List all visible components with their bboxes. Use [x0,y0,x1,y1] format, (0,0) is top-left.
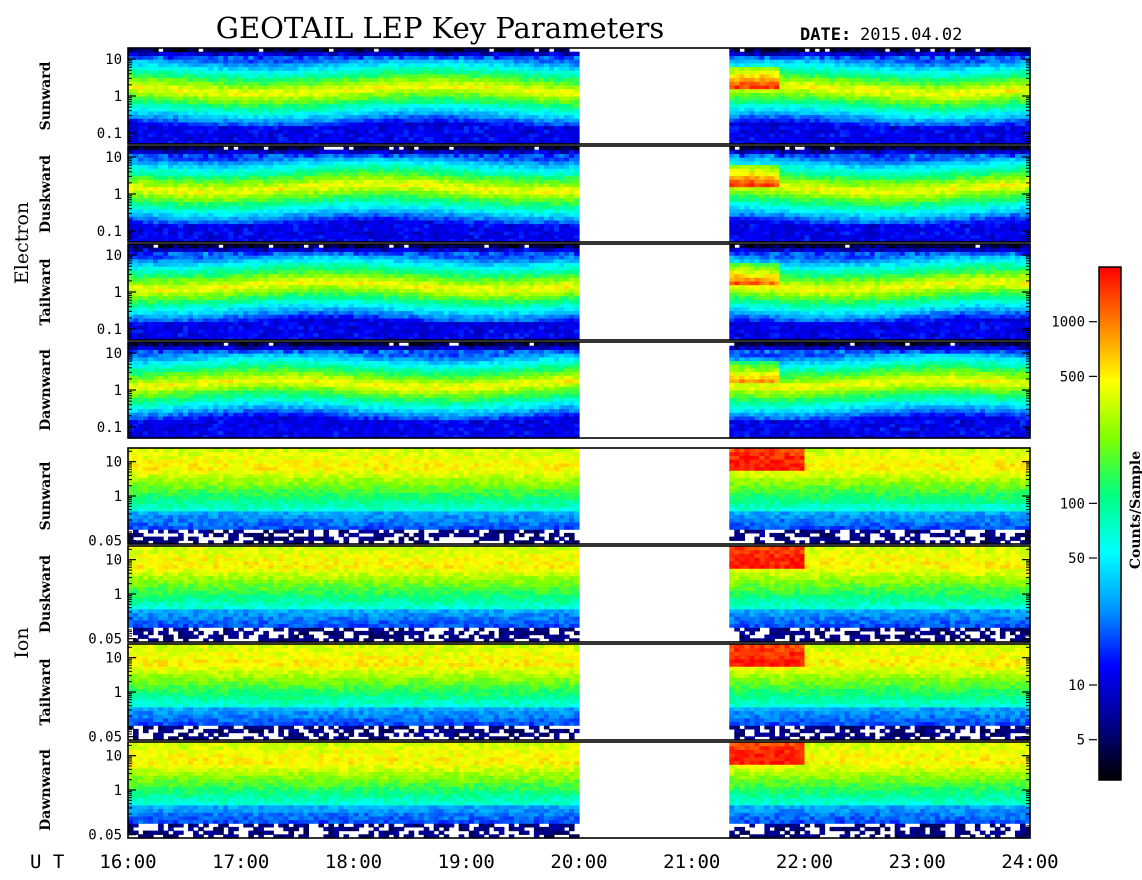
y-tick-label: 0.1 [97,126,122,142]
y-tick-label: 10 [105,248,122,264]
panel-ion-tailward: 10 1 0.05 Tailward [38,644,1031,746]
panel-label: Sunward [38,61,54,130]
y-tick-label: 10 [105,553,122,569]
x-tick-label: 18:00 [325,851,382,873]
time-axis: U T 16:00 17:00 18:00 19:00 20:00 21:00 22:00 2… [30,851,1059,873]
time-axis-prefix: U T [30,851,64,873]
y-tick-label: 0.05 [88,730,122,746]
colorbar-tick-label: 10 [1068,678,1085,694]
x-tick-label: 17:00 [212,851,269,873]
spectrogram-panels: 10 1 0.1 Sunward 10 1 0.1 Duskward 10 1 0.1 Tailwar… [38,48,1031,844]
group-label-ion: Ion [11,627,33,658]
panel-ion-dawnward: 10 1 0.05 Dawnward [38,742,1031,844]
panel-label: Duskward [38,155,54,233]
y-tick-label: 0.05 [88,828,122,844]
date-label: DATE: [800,25,851,45]
x-tick-label: 16:00 [99,851,156,873]
y-tick-label: 0.1 [97,224,122,240]
y-tick-label: 10 [105,52,122,68]
colorbar-label: Counts/Sample [1128,451,1142,569]
y-tick-label: 1 [114,685,122,701]
y-tick-label: 0.05 [88,534,122,550]
panel-electron-sunward: 10 1 0.1 Sunward [38,48,1031,145]
x-tick-label: 24:00 [1001,851,1058,873]
panel-ion-sunward: 10 1 0.05 Sunward [38,448,1031,550]
panel-label: Sunward [38,461,54,530]
panel-ion-duskward: 10 1 0.05 Duskward [38,546,1031,648]
panel-label: Dawnward [38,349,54,431]
date-value: 2015.04.02 [860,25,962,45]
x-tick-label: 23:00 [889,851,946,873]
group-label-electron: Electron [11,202,33,284]
y-tick-label: 10 [105,346,122,362]
chart-title: GEOTAIL LEP Key Parameters [216,11,664,45]
colorbar: Counts/Sample 1000 500 100 50 10 5 [1051,267,1142,780]
group-labels: Electron Ion [11,202,33,659]
panel-electron-tailward: 10 1 0.1 Tailward [38,244,1031,341]
panel-label: Duskward [38,555,54,633]
y-tick-label: 1 [114,187,122,203]
y-tick-label: 0.1 [97,322,122,338]
colorbar-tick-label: 50 [1068,551,1085,567]
y-tick-label: 10 [105,651,122,667]
y-tick-label: 0.1 [97,420,122,436]
y-tick-label: 1 [114,489,122,505]
y-tick-label: 1 [114,89,122,105]
y-tick-label: 1 [114,587,122,603]
panel-label: Dawnward [38,749,54,831]
y-tick-label: 10 [105,749,122,765]
colorbar-tick-label: 1000 [1051,315,1085,331]
y-tick-label: 10 [105,150,122,166]
panel-electron-dawnward: 10 1 0.1 Dawnward [38,342,1031,439]
y-tick-label: 1 [114,285,122,301]
y-tick-label: 1 [114,383,122,399]
colorbar-tick-label: 5 [1077,733,1085,749]
panel-label: Tailward [38,658,54,725]
geotail-lep-spectrogram: GEOTAIL LEP Key Parameters DATE: 2015.04… [0,0,1142,880]
y-tick-label: 0.05 [88,632,122,648]
x-tick-label: 22:00 [776,851,833,873]
y-tick-label: 10 [105,455,122,471]
panel-label: Tailward [38,258,54,325]
x-tick-label: 20:00 [550,851,607,873]
colorbar-scale [1099,267,1121,780]
x-tick-label: 21:00 [663,851,720,873]
x-tick-label: 19:00 [438,851,495,873]
panel-electron-duskward: 10 1 0.1 Duskward [38,146,1031,243]
colorbar-tick-label: 500 [1060,369,1085,385]
colorbar-tick-label: 100 [1060,496,1085,512]
y-tick-label: 1 [114,783,122,799]
